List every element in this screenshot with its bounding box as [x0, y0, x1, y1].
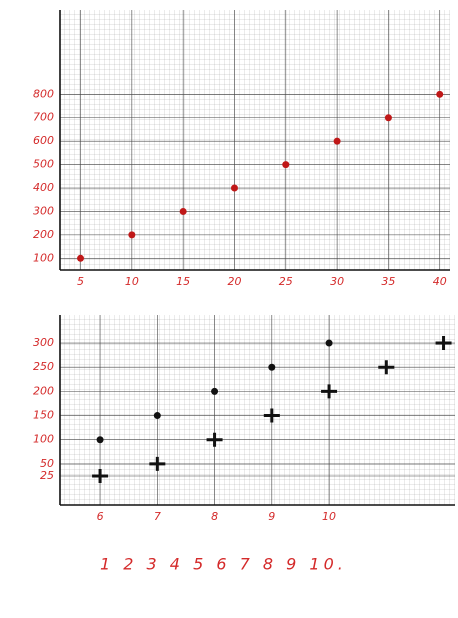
dot-point: [326, 340, 333, 347]
y-tick-label: 25: [40, 469, 54, 482]
y-tick-label: 200: [33, 384, 54, 397]
graph-paper: [60, 315, 455, 505]
y-tick-label: 300: [33, 204, 54, 217]
y-tick-label: 700: [33, 111, 54, 124]
x-tick-label: 10: [322, 510, 336, 523]
x-tick-label: 30: [330, 275, 344, 288]
dot-point: [211, 388, 218, 395]
y-tick-label: 200: [33, 228, 54, 241]
dot-point: [268, 364, 275, 371]
dot-point: [128, 231, 135, 238]
dot-point: [77, 255, 84, 262]
y-tick-label: 250: [33, 360, 54, 373]
x-tick-label: 20: [227, 275, 241, 288]
graph-paper: [60, 10, 450, 270]
y-tick-label: 150: [33, 409, 54, 422]
y-tick-label: 600: [33, 134, 54, 147]
dot-point: [436, 91, 443, 98]
y-tick-label: 100: [33, 433, 54, 446]
annotation: 1 2 3 4 5 6 7 8 9 10.: [100, 555, 347, 574]
x-tick-label: 7: [154, 510, 161, 523]
page: 100 200 300 400 500 600 700 800 5 10 15 20 25 30 35 40 2…: [0, 0, 458, 618]
x-tick-label: 8: [211, 510, 218, 523]
dot-point: [334, 138, 341, 145]
dot-point: [97, 436, 104, 443]
dot-point: [180, 208, 187, 215]
x-tick-label: 35: [381, 275, 395, 288]
x-tick-label: 9: [268, 510, 275, 523]
y-tick-label: 300: [33, 336, 54, 349]
dot-point: [282, 161, 289, 168]
dot-point: [385, 114, 392, 121]
dot-point: [154, 412, 161, 419]
y-tick-label: 50: [40, 457, 54, 470]
x-tick-label: 40: [433, 275, 447, 288]
x-tick-label: 15: [176, 275, 190, 288]
x-tick-label: 10: [125, 275, 139, 288]
x-tick-label: 5: [77, 275, 84, 288]
y-tick-label: 400: [33, 181, 54, 194]
y-tick-label: 500: [33, 158, 54, 171]
x-tick-label: 6: [97, 510, 104, 523]
dot-point: [231, 185, 238, 192]
x-tick-label: 25: [279, 275, 293, 288]
y-tick-label: 800: [33, 87, 54, 100]
y-tick-label: 100: [33, 251, 54, 264]
